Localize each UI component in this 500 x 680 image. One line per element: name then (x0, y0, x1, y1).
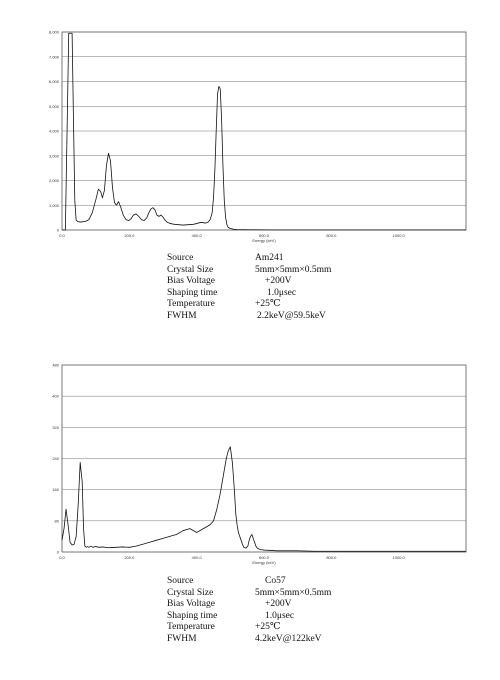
info-value: 5mm×5mm×0.5mm (255, 264, 332, 275)
y-tick-label: 2,000 (49, 178, 60, 183)
x-tick-label: 400.0 (192, 233, 203, 238)
x-tick-label: 0.0 (59, 555, 65, 560)
y-tick-label: 6,000 (49, 79, 60, 84)
info-value: 1.0μsec (265, 610, 295, 621)
info-label: Shaping time (167, 287, 218, 298)
info-value: +25℃ (255, 622, 281, 632)
info-value: Co57 (265, 576, 286, 586)
info-label: Crystal Size (167, 587, 214, 598)
info-value: 1.0μsec (267, 287, 297, 298)
y-tick-label: 3,000 (49, 153, 60, 158)
info-value: +200V (265, 599, 292, 609)
info-row-bias-voltage: Bias Voltage +200V (167, 276, 331, 288)
info-label: Bias Voltage (167, 276, 215, 286)
x-axis-label: Energy (keV) (252, 238, 276, 243)
x-tick-label: 600.0 (259, 233, 270, 238)
series-line (61, 446, 466, 552)
info-value: Am241 (255, 253, 284, 263)
y-tick-label: 400 (52, 394, 59, 399)
y-tick-label: 480 (52, 363, 59, 368)
info-value: 5mm×5mm×0.5mm (255, 587, 332, 598)
info-label: Temperature (167, 622, 215, 632)
y-tick-label: 1,000 (49, 203, 60, 208)
info-value: 4.2keV@122keV (255, 633, 322, 644)
info-value: +200V (265, 276, 292, 286)
info-label: Crystal Size (167, 264, 214, 275)
info-row-crystal-size: Crystal Size 5mm×5mm×0.5mm (167, 588, 331, 600)
y-tick-label: 7,000 (49, 54, 60, 59)
info-row-temperature: Temperature +25℃ (167, 622, 331, 634)
y-tick-label: 160 (52, 487, 59, 492)
x-axis-label: Energy (keV) (252, 560, 276, 565)
info-label: Source (167, 253, 194, 263)
chart-1: 1,000 2,000 3,000 4,000 5,000 6,000 7,000 8,000… (49, 30, 467, 243)
info-label: FWHM (167, 310, 197, 321)
chart-2: 80 160 240 320 400 480 00.0 200.0 400.0 600.0 800.… (52, 363, 467, 565)
info-row-fwhm: FWHM 2.2keV@59.5keV (167, 311, 331, 323)
info-label: Temperature (167, 299, 215, 309)
info-row-temperature: Temperature +25℃ (167, 299, 331, 311)
x-tick-label: 1000.0 (393, 233, 406, 238)
x-tick-label: 600.0 (259, 555, 270, 560)
x-tick-label: 800.0 (326, 233, 337, 238)
x-tick-label: 0.0 (59, 233, 65, 238)
info-value: +25℃ (255, 299, 281, 309)
x-tick-label: 400.0 (192, 555, 203, 560)
info-value: 2.2keV@59.5keV (257, 310, 326, 321)
info-row-crystal-size: Crystal Size 5mm×5mm×0.5mm (167, 265, 331, 277)
y-tick-label: 80 (55, 518, 60, 523)
y-tick-label: 0 (57, 550, 60, 555)
info-table-1: Source Am241 Crystal Size 5mm×5mm×0.5mm … (167, 253, 331, 322)
y-tick-label: 240 (52, 456, 59, 461)
info-row-source: Source Am241 (167, 253, 331, 265)
info-label: FWHM (167, 633, 197, 644)
y-tick-label: 8,000 (49, 30, 60, 35)
y-tick-label: 320 (52, 425, 59, 430)
info-row-fwhm: FWHM 4.2keV@122keV (167, 634, 331, 646)
info-label: Source (167, 576, 194, 586)
x-tick-label: 1000.0 (393, 555, 406, 560)
series-line (62, 32, 466, 231)
info-row-bias-voltage: Bias Voltage +200V (167, 599, 331, 611)
info-label: Shaping time (167, 610, 218, 621)
info-row-shaping-time: Shaping time 1.0μsec (167, 288, 331, 300)
x-tick-label: 200.0 (124, 555, 135, 560)
y-tick-label: 5,000 (49, 104, 60, 109)
info-row-shaping-time: Shaping time 1.0μsec (167, 611, 331, 623)
y-tick-label: 4,000 (49, 129, 60, 134)
x-tick-label: 800.0 (326, 555, 337, 560)
info-label: Bias Voltage (167, 599, 215, 609)
info-table-2: Source Co57 Crystal Size 5mm×5mm×0.5mm B… (167, 576, 331, 645)
info-row-source: Source Co57 (167, 576, 331, 588)
y-tick-label: 0 (57, 228, 60, 233)
x-tick-label: 200.0 (124, 233, 135, 238)
